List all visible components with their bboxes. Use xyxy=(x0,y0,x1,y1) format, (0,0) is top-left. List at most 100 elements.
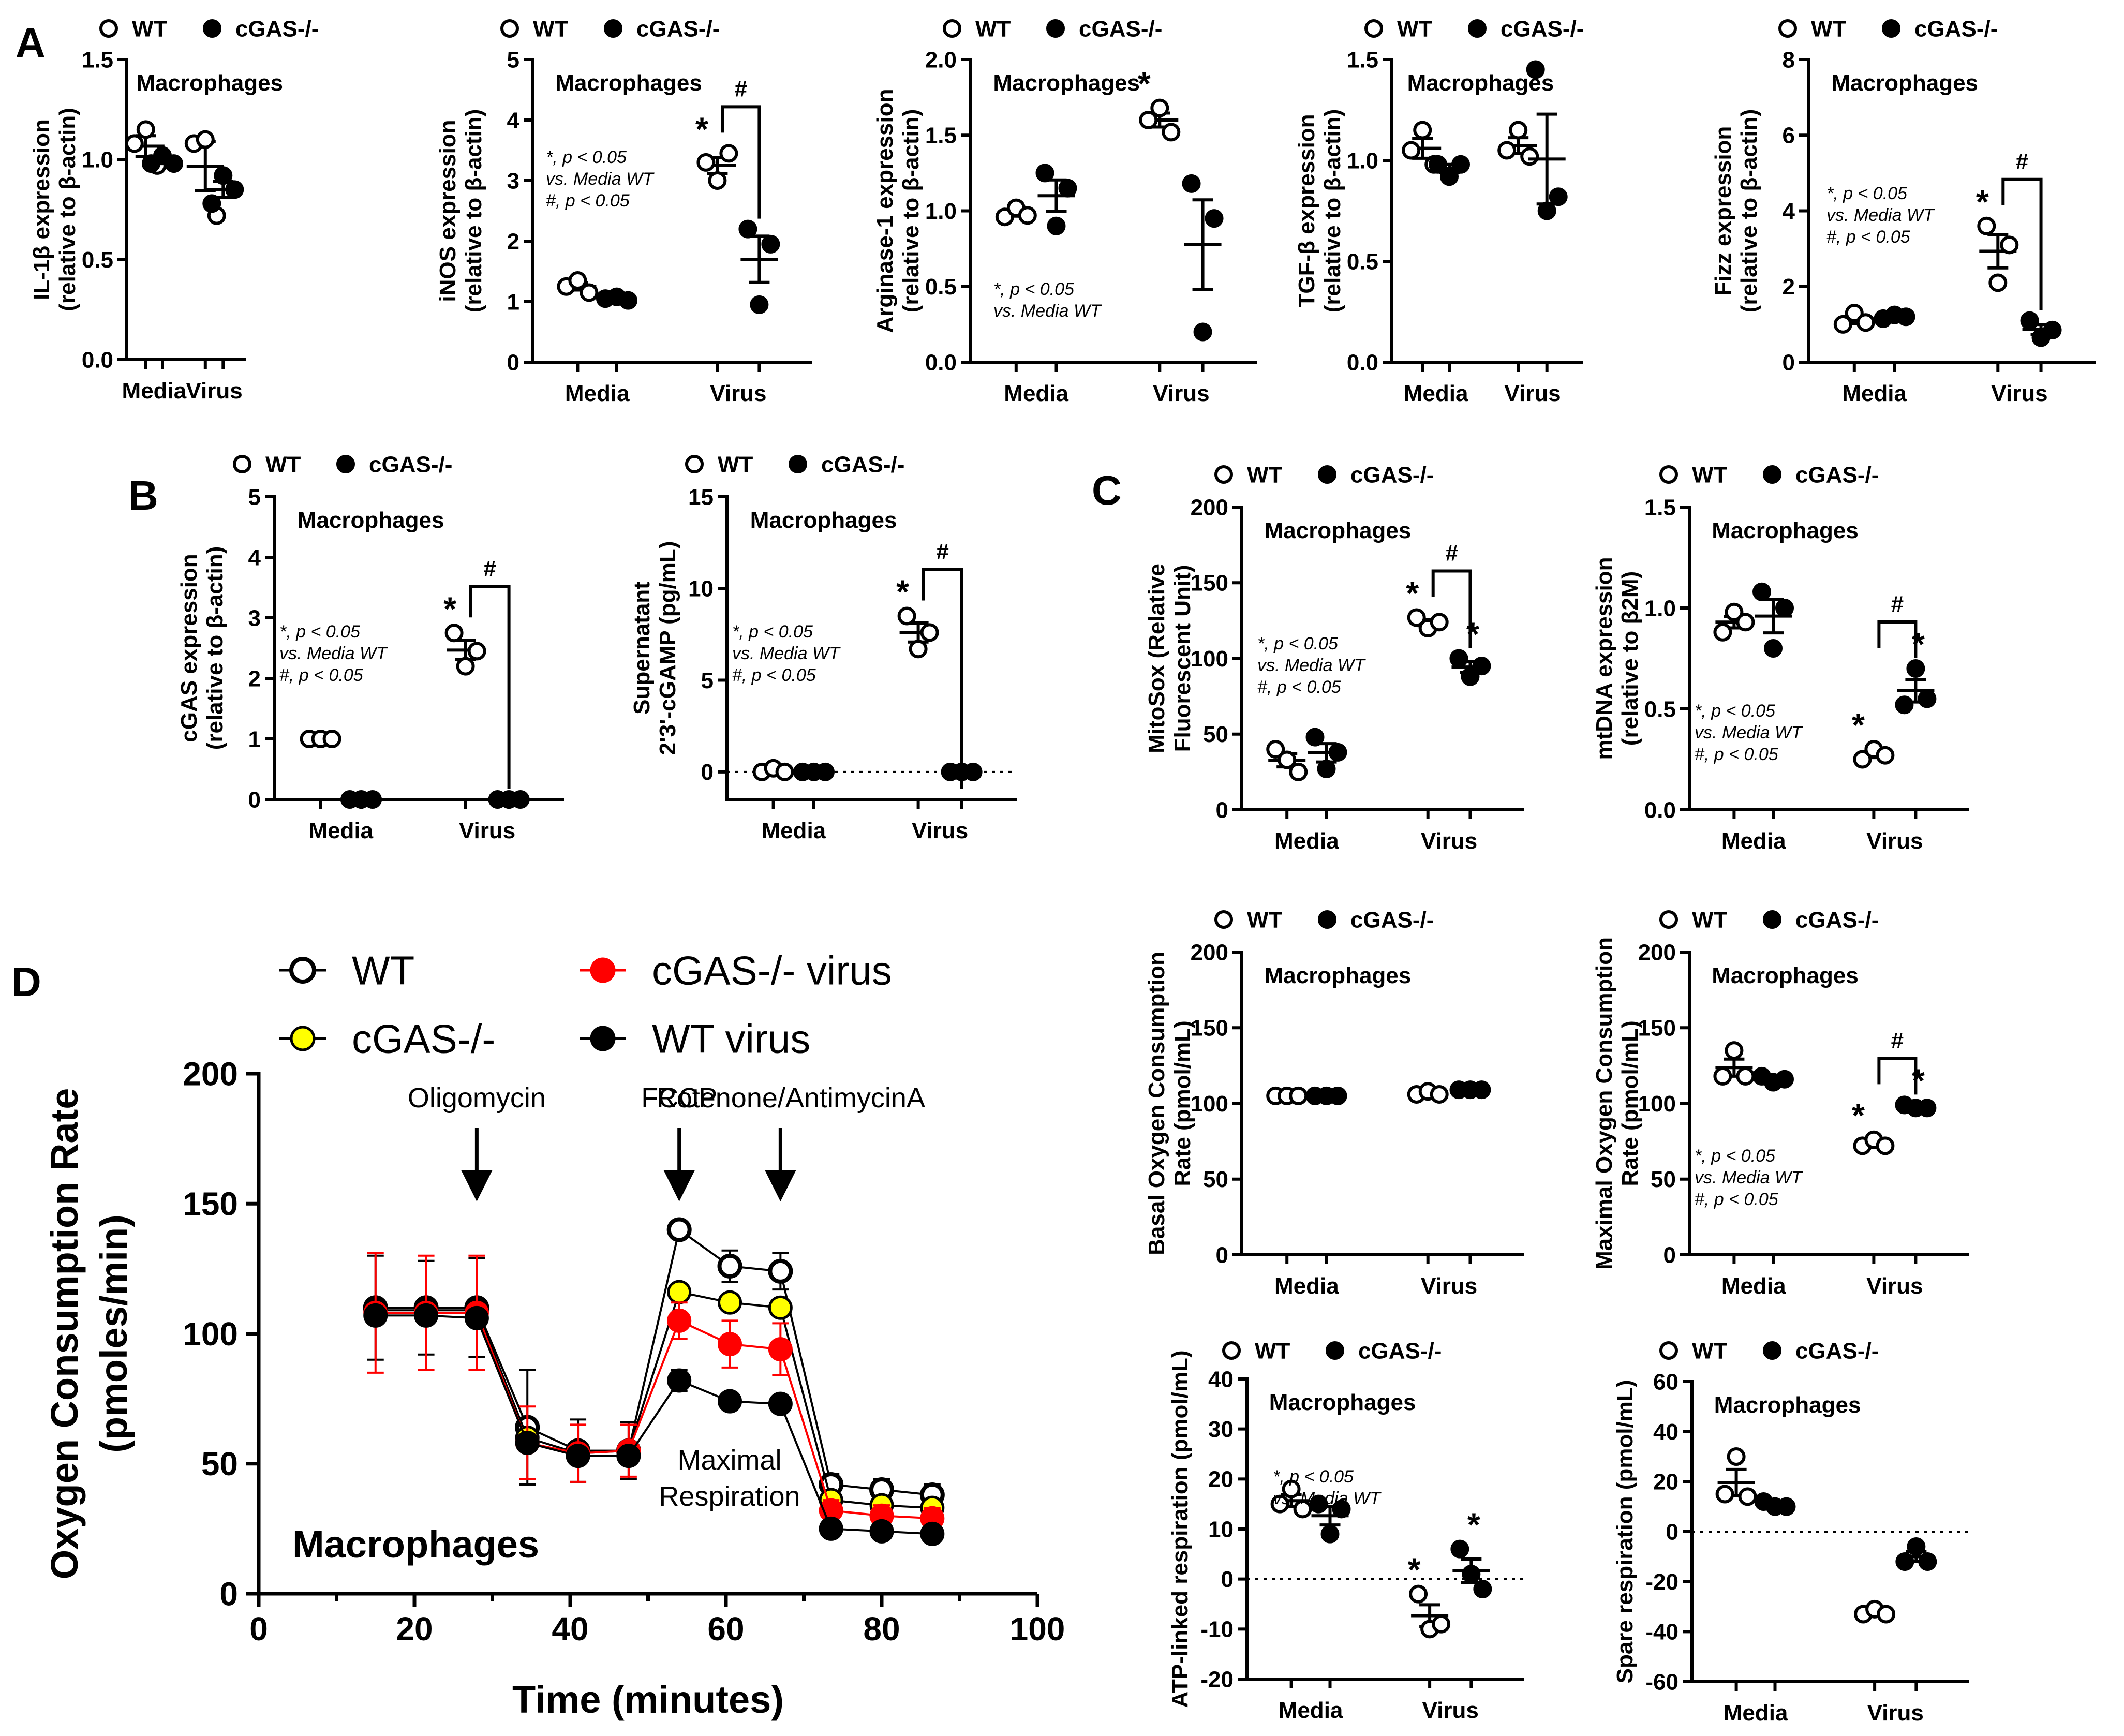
y-axis-label-sub: Rate (pmol/mL) xyxy=(1617,1020,1643,1186)
legend-label: WT xyxy=(352,947,414,993)
y-axis-label: Arginase-1 expression xyxy=(872,89,898,333)
y-tick-label: 0.5 xyxy=(925,274,957,300)
panel-letter-D: D xyxy=(11,959,41,1005)
data-point xyxy=(1266,740,1285,759)
x-tick-label: Media xyxy=(1721,1273,1786,1299)
data-point xyxy=(718,1332,742,1357)
data-point xyxy=(1877,1605,1896,1624)
stats-note: *, p < 0.05 xyxy=(1273,1467,1354,1487)
y-tick-label: 200 xyxy=(1191,495,1228,520)
data-point xyxy=(1713,622,1732,642)
significance-hash: # xyxy=(936,539,948,564)
data-point xyxy=(1918,1099,1937,1118)
legend-label-ko: cGAS-/- xyxy=(1914,16,1998,41)
data-point xyxy=(1472,1080,1491,1100)
chart-C2: 0.0 0.5 1.0 1.5 Media Virus Macrophages mtDNA e… xyxy=(1592,462,1969,854)
legend-marker-ko xyxy=(1046,19,1065,38)
legend-marker-ko xyxy=(604,19,622,38)
legend-marker-wt xyxy=(1778,19,1797,38)
x-tick-label: Media xyxy=(1842,381,1907,406)
significance-star: * xyxy=(1467,1506,1480,1544)
data-point xyxy=(580,283,599,302)
legend-marker xyxy=(290,1026,316,1051)
stats-note: #, p < 0.05 xyxy=(1826,227,1910,247)
data-point xyxy=(1918,1552,1937,1571)
legend-label: cGAS-/- xyxy=(352,1016,495,1061)
x-tick-label: Media xyxy=(122,378,187,404)
y-tick-label: -20 xyxy=(1645,1569,1679,1595)
data-point xyxy=(1725,1041,1744,1060)
data-point xyxy=(768,1391,793,1416)
y-tick-label: 200 xyxy=(183,1055,238,1092)
data-point xyxy=(920,623,939,642)
y-tick-label: 0.0 xyxy=(1644,797,1676,823)
stats-note: *, p < 0.05 xyxy=(732,622,813,642)
data-point xyxy=(1725,602,1744,621)
y-tick-label: 0 xyxy=(1216,1242,1228,1268)
panel-letter-A: A xyxy=(16,20,46,66)
y-axis-label-sub: 2'3'-cGAMP (pg/mL) xyxy=(655,541,680,755)
y-axis-label-sub: (relative to β-actin) xyxy=(55,108,80,311)
data-point xyxy=(1309,1494,1328,1514)
data-point xyxy=(1193,322,1212,342)
data-point xyxy=(1328,743,1347,762)
legend-marker-ko xyxy=(203,19,221,38)
data-point xyxy=(1549,187,1568,206)
y-axis-label: mtDNA expression xyxy=(1592,557,1617,760)
significance-star: * xyxy=(1406,575,1419,612)
data-point xyxy=(667,1368,692,1393)
y-tick-label: 100 xyxy=(1191,646,1228,672)
data-point xyxy=(1429,155,1447,174)
x-tick-label: Media xyxy=(761,818,826,843)
legend-label-ko: cGAS-/- xyxy=(821,452,904,477)
legend-label-wt: WT xyxy=(975,16,1011,41)
data-point xyxy=(566,1444,590,1468)
data-point xyxy=(1472,657,1491,676)
data-point xyxy=(920,1521,945,1546)
y-tick-label: 10 xyxy=(688,576,714,602)
legend-marker-ko xyxy=(1326,1341,1344,1360)
data-point xyxy=(456,657,475,676)
y-tick-label: 1 xyxy=(248,726,261,752)
legend-label-wt: WT xyxy=(718,452,753,477)
data-point xyxy=(819,1516,843,1541)
legend-marker-wt xyxy=(1364,19,1383,38)
legend-label-wt: WT xyxy=(1692,1338,1728,1363)
y-axis-label-sub: (pmoles/min) xyxy=(92,1214,135,1452)
data-point xyxy=(1430,1085,1449,1104)
data-point xyxy=(1430,613,1449,632)
significance-star: * xyxy=(1138,65,1151,102)
data-point xyxy=(1853,750,1872,769)
x-tick-label: Media xyxy=(1724,1700,1788,1726)
injection-arrowhead xyxy=(461,1170,493,1201)
significance-hash: # xyxy=(483,556,496,581)
data-point xyxy=(1977,216,1996,235)
y-tick-label: 0 xyxy=(219,1575,238,1612)
injection-label: Rotenone/AntimycinA xyxy=(657,1082,925,1114)
data-point xyxy=(718,1290,742,1315)
data-point xyxy=(165,154,183,173)
legend-marker-ko xyxy=(1882,19,1900,38)
chart-title: Macrophages xyxy=(1714,1392,1861,1418)
data-point xyxy=(1402,141,1421,160)
legend-label-wt: WT xyxy=(1692,462,1728,487)
y-tick-label: 0.5 xyxy=(82,247,113,273)
significance-star: * xyxy=(1852,1097,1865,1134)
data-point xyxy=(738,219,757,239)
significance-star: * xyxy=(1912,626,1925,663)
significance-bracket xyxy=(1877,620,1918,658)
stats-note: vs. Media WT xyxy=(1273,1489,1382,1508)
data-point xyxy=(1289,1086,1308,1105)
chart-C4: 0 50 100 150 200 Media Virus Macrophages Maximal… xyxy=(1592,907,1969,1299)
data-point xyxy=(202,194,221,213)
stats-note: *, p < 0.05 xyxy=(1695,701,1775,721)
y-axis-label-sub: (relative to β-actin) xyxy=(461,109,486,313)
x-tick-label: Virus xyxy=(1422,1698,1479,1723)
data-point xyxy=(909,640,928,659)
data-point xyxy=(1876,1136,1895,1155)
significance-hash: # xyxy=(1445,541,1458,566)
data-point xyxy=(1451,155,1470,174)
data-point xyxy=(1752,582,1771,601)
data-point xyxy=(768,1295,793,1320)
